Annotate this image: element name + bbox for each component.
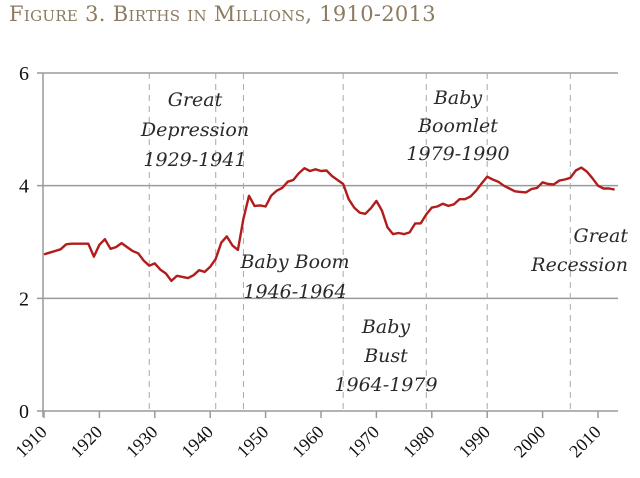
reference-lines — [148, 73, 571, 411]
annotation-text: 1929-1941 — [143, 149, 246, 171]
y-tick-labels: 0 2 4 6 — [19, 63, 29, 423]
x-tick-label: 1920 — [67, 422, 107, 462]
x-tick-label: 2010 — [565, 422, 605, 462]
annotations: Great Depression 1929-1941 Baby Boom 1946-19… — [140, 87, 628, 396]
annotation-great-recession: Great Recession — [530, 225, 628, 276]
gridlines — [37, 72, 618, 412]
annotation-text: 1946-1964 — [243, 281, 346, 303]
annotation-text: Depression — [140, 119, 249, 141]
annotation-baby-bust: Baby Bust 1964-1979 — [334, 316, 437, 396]
y-tick-label: 0 — [19, 401, 29, 423]
annotation-text: Boomlet — [417, 115, 498, 137]
y-tick-label: 4 — [19, 176, 29, 198]
annotation-text: Great — [574, 225, 629, 247]
annotation-text: Baby — [433, 87, 482, 109]
annotation-baby-boomlet: Baby Boomlet 1979-1990 — [406, 87, 509, 165]
x-tick-labels: 1910 1920 1930 1940 1950 1960 1970 1980 1990 2000… — [11, 422, 605, 462]
x-tick-label: 1930 — [122, 422, 162, 462]
x-tick-label: 1910 — [11, 422, 51, 462]
annotation-text: 1979-1990 — [406, 143, 509, 165]
annotation-text: Great — [168, 89, 223, 111]
annotation-text: Bust — [363, 345, 408, 367]
x-tick-label: 1990 — [454, 422, 494, 462]
x-tick-label: 1980 — [399, 422, 439, 462]
y-tick-label: 2 — [19, 288, 29, 310]
x-tick-label: 1950 — [233, 422, 273, 462]
annotation-text: 1964-1979 — [334, 374, 437, 396]
y-tick-label: 6 — [19, 63, 29, 85]
annotation-great-depression: Great Depression 1929-1941 — [140, 89, 249, 171]
x-tick-label: 2000 — [510, 422, 550, 462]
series-layer — [43, 166, 615, 283]
series-line-births — [43, 166, 615, 283]
annotation-baby-boom: Baby Boom 1946-1964 — [239, 251, 349, 303]
annotation-text: Baby — [361, 316, 410, 338]
annotation-text: Baby Boom — [239, 251, 349, 273]
x-tick-label: 1960 — [288, 422, 328, 462]
x-tick-label: 1970 — [344, 422, 384, 462]
annotation-text: Recession — [530, 254, 628, 276]
chart-title: Figure 3. Births in Millions, 1910-2013 — [9, 2, 436, 26]
axes — [42, 73, 599, 418]
x-tick-label: 1940 — [177, 422, 217, 462]
